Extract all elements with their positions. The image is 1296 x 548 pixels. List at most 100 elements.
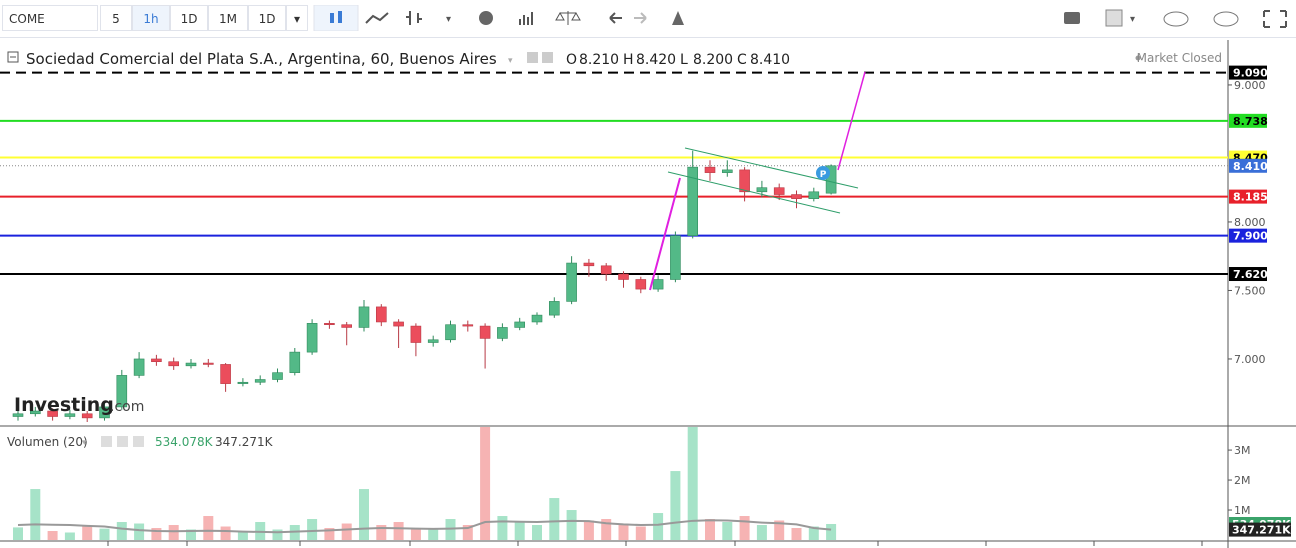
collapse-button[interactable] [7, 51, 19, 63]
watermark: .com [110, 399, 144, 415]
time-ticks [107, 541, 1203, 546]
candle-body [531, 314, 543, 323]
volume-bar [359, 489, 369, 540]
right-icons: ▾ [1064, 9, 1287, 28]
line-icon[interactable] [365, 12, 389, 24]
volume-bar [549, 498, 560, 540]
marker[interactable] [816, 166, 830, 180]
candle-body [375, 306, 387, 323]
candle-body [272, 372, 283, 380]
ohlc-label: L [680, 52, 688, 68]
interval-button[interactable]: 1D [248, 5, 286, 31]
volume-bar [826, 523, 837, 540]
cloud-save[interactable] [1213, 11, 1239, 27]
dropdown[interactable]: ▾ [1130, 14, 1135, 25]
volume-bar [756, 525, 767, 540]
candle-body [756, 187, 768, 193]
level-tag [1229, 158, 1267, 173]
volume-bar [532, 525, 542, 540]
volume-bar [82, 526, 93, 540]
candle-body [151, 358, 162, 363]
icon[interactable] [101, 436, 112, 447]
candle-body [116, 375, 128, 408]
level-tag [1229, 113, 1267, 128]
chart-title: Sociedad Comercial del Plata S.A., Argen… [26, 50, 497, 68]
volume-bar [13, 527, 23, 540]
volume-bar [134, 523, 145, 540]
candle-body [324, 323, 335, 326]
interval-button[interactable]: 1h [132, 5, 170, 31]
candle-body [652, 279, 664, 290]
dropdown[interactable]: ▾ [286, 5, 308, 31]
volume-bar [116, 522, 127, 540]
candle-body [479, 325, 491, 339]
fullscreen-icon[interactable] [1263, 10, 1287, 28]
candle-body [289, 351, 301, 373]
layout-icon[interactable] [1105, 9, 1123, 27]
candle-body [687, 166, 699, 236]
volume-bar [324, 528, 335, 540]
interval-button[interactable]: 1M [208, 5, 248, 31]
icon[interactable] [542, 52, 553, 63]
ohlc-value: 8.420 [636, 52, 676, 68]
candle-body [791, 194, 802, 199]
volume-bar [341, 523, 352, 540]
volume-bar [428, 529, 439, 540]
candle-body [825, 165, 837, 194]
candle-body [99, 406, 110, 419]
cloud-load[interactable] [1163, 11, 1189, 27]
drawings [649, 71, 866, 291]
alert-icon[interactable] [672, 11, 684, 25]
candle-body [583, 262, 595, 267]
projection-line [649, 177, 681, 291]
interval-button[interactable]: 1D [170, 5, 208, 31]
volume-bar [99, 528, 110, 540]
undo-icon[interactable] [609, 12, 622, 24]
volume-bar [514, 522, 525, 540]
icon[interactable] [527, 52, 538, 63]
volume-bar [47, 531, 58, 540]
channel-line [684, 147, 859, 189]
level-tag [1229, 189, 1267, 204]
candle-body [635, 279, 647, 290]
interval-button[interactable]: 5 [100, 5, 132, 31]
settings-icon[interactable] [479, 11, 493, 25]
y-tick-label: 8.000 [1234, 216, 1266, 229]
symbol-input[interactable]: COME [2, 5, 98, 31]
volume-bar [497, 516, 508, 540]
candle-button[interactable] [313, 5, 359, 31]
dropdown[interactable]: ▾ [446, 14, 451, 25]
volume-ma-tag [1229, 522, 1291, 537]
bar-icon[interactable] [406, 11, 422, 25]
ohlc-value: 8.200 [693, 52, 733, 68]
candle-body [168, 361, 179, 367]
volume-ma [17, 519, 832, 534]
indicator-icon[interactable] [519, 12, 533, 25]
candle-body [133, 358, 145, 376]
redo-icon[interactable] [634, 12, 647, 24]
volume-bar [30, 489, 41, 540]
level-tag [1229, 267, 1267, 282]
volume-bar [670, 471, 681, 540]
candle-body [254, 379, 266, 383]
tool-icons: ▾ [313, 5, 684, 31]
candle-body [427, 339, 439, 343]
level-label: 8.738 [1233, 115, 1268, 128]
volume-bar [272, 529, 283, 540]
candle-body [29, 410, 41, 415]
volume-bar [653, 513, 664, 540]
compare-icon[interactable] [555, 11, 581, 25]
ohlc-label: O [566, 52, 577, 68]
camera-icon[interactable] [1064, 12, 1080, 24]
level-label: 7.900 [1233, 230, 1268, 243]
volume-tick-label: 1M [1234, 504, 1251, 517]
ohlc-value: 8.410 [750, 52, 790, 68]
icon[interactable] [117, 436, 128, 447]
candle-body [81, 413, 93, 419]
candle-body [203, 362, 214, 365]
candle-body [410, 325, 422, 343]
candle-body [739, 169, 750, 193]
icon [338, 11, 342, 23]
icon[interactable] [133, 436, 144, 447]
y-tick-label: 9.000 [1234, 79, 1266, 92]
